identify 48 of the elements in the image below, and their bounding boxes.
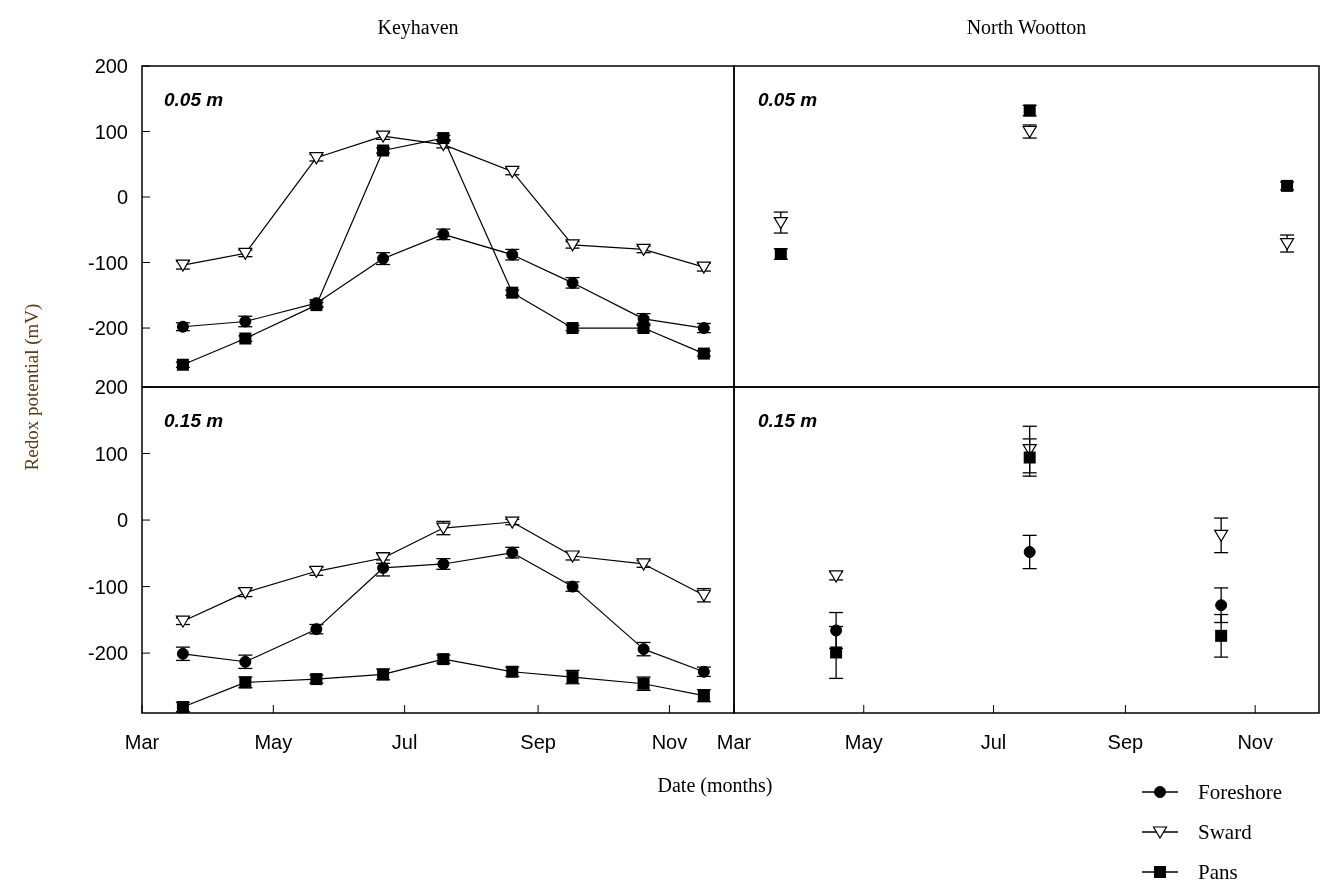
y-tick-label: 0	[116, 509, 128, 532]
chart-title: Keyhaven	[377, 16, 459, 39]
x-tick-label: Sep	[520, 731, 556, 753]
point	[1214, 529, 1229, 542]
legend-label: Foreshore	[1198, 780, 1282, 804]
annotation: 0.05 m	[758, 89, 818, 110]
point	[309, 152, 324, 165]
annotation: 0.05 m	[164, 89, 224, 110]
point	[1023, 451, 1036, 464]
chart-title: North Wootton	[966, 16, 1087, 38]
point	[505, 165, 520, 179]
x-tick-label: Sep	[1107, 731, 1144, 753]
y-tick-label: -200	[87, 317, 128, 340]
annotation: 0.15 m	[164, 410, 224, 431]
y-tick-label: 200	[94, 376, 128, 398]
x-tick-label: Jul	[980, 731, 1007, 753]
x-axis-title: Date (months)	[657, 774, 773, 797]
y-tick-label: 0	[116, 186, 128, 209]
legend-label: Pans	[1198, 860, 1238, 884]
x-tick-label: Jul	[391, 731, 418, 753]
point	[830, 646, 843, 659]
point	[773, 216, 788, 230]
y-tick-label: -200	[87, 642, 128, 665]
y-tick-label: -100	[87, 251, 128, 274]
point	[1215, 599, 1228, 612]
y-axis-title: Redox potential (mV)	[21, 303, 43, 471]
x-tick-label: Mar	[716, 731, 752, 753]
annotation: 0.15 m	[758, 410, 818, 431]
x-tick-label: May	[844, 731, 883, 753]
point	[239, 332, 252, 345]
point	[566, 322, 579, 335]
x-tick-label: Mar	[124, 731, 160, 753]
x-tick-label: Nov	[1237, 731, 1273, 753]
y-tick-label: -100	[87, 575, 128, 598]
legend-label: Sward	[1198, 820, 1253, 844]
point	[506, 286, 519, 299]
point	[176, 358, 189, 371]
point	[565, 239, 580, 252]
point	[1215, 629, 1228, 642]
y-tick-label: 100	[94, 442, 128, 465]
y-tick-label: 200	[94, 55, 128, 77]
x-tick-label: Nov	[651, 731, 688, 753]
y-tick-label: 100	[94, 120, 128, 143]
point	[637, 322, 650, 335]
point	[1023, 546, 1036, 558]
point	[377, 144, 390, 157]
x-tick-label: May	[254, 731, 293, 753]
point	[636, 558, 651, 571]
